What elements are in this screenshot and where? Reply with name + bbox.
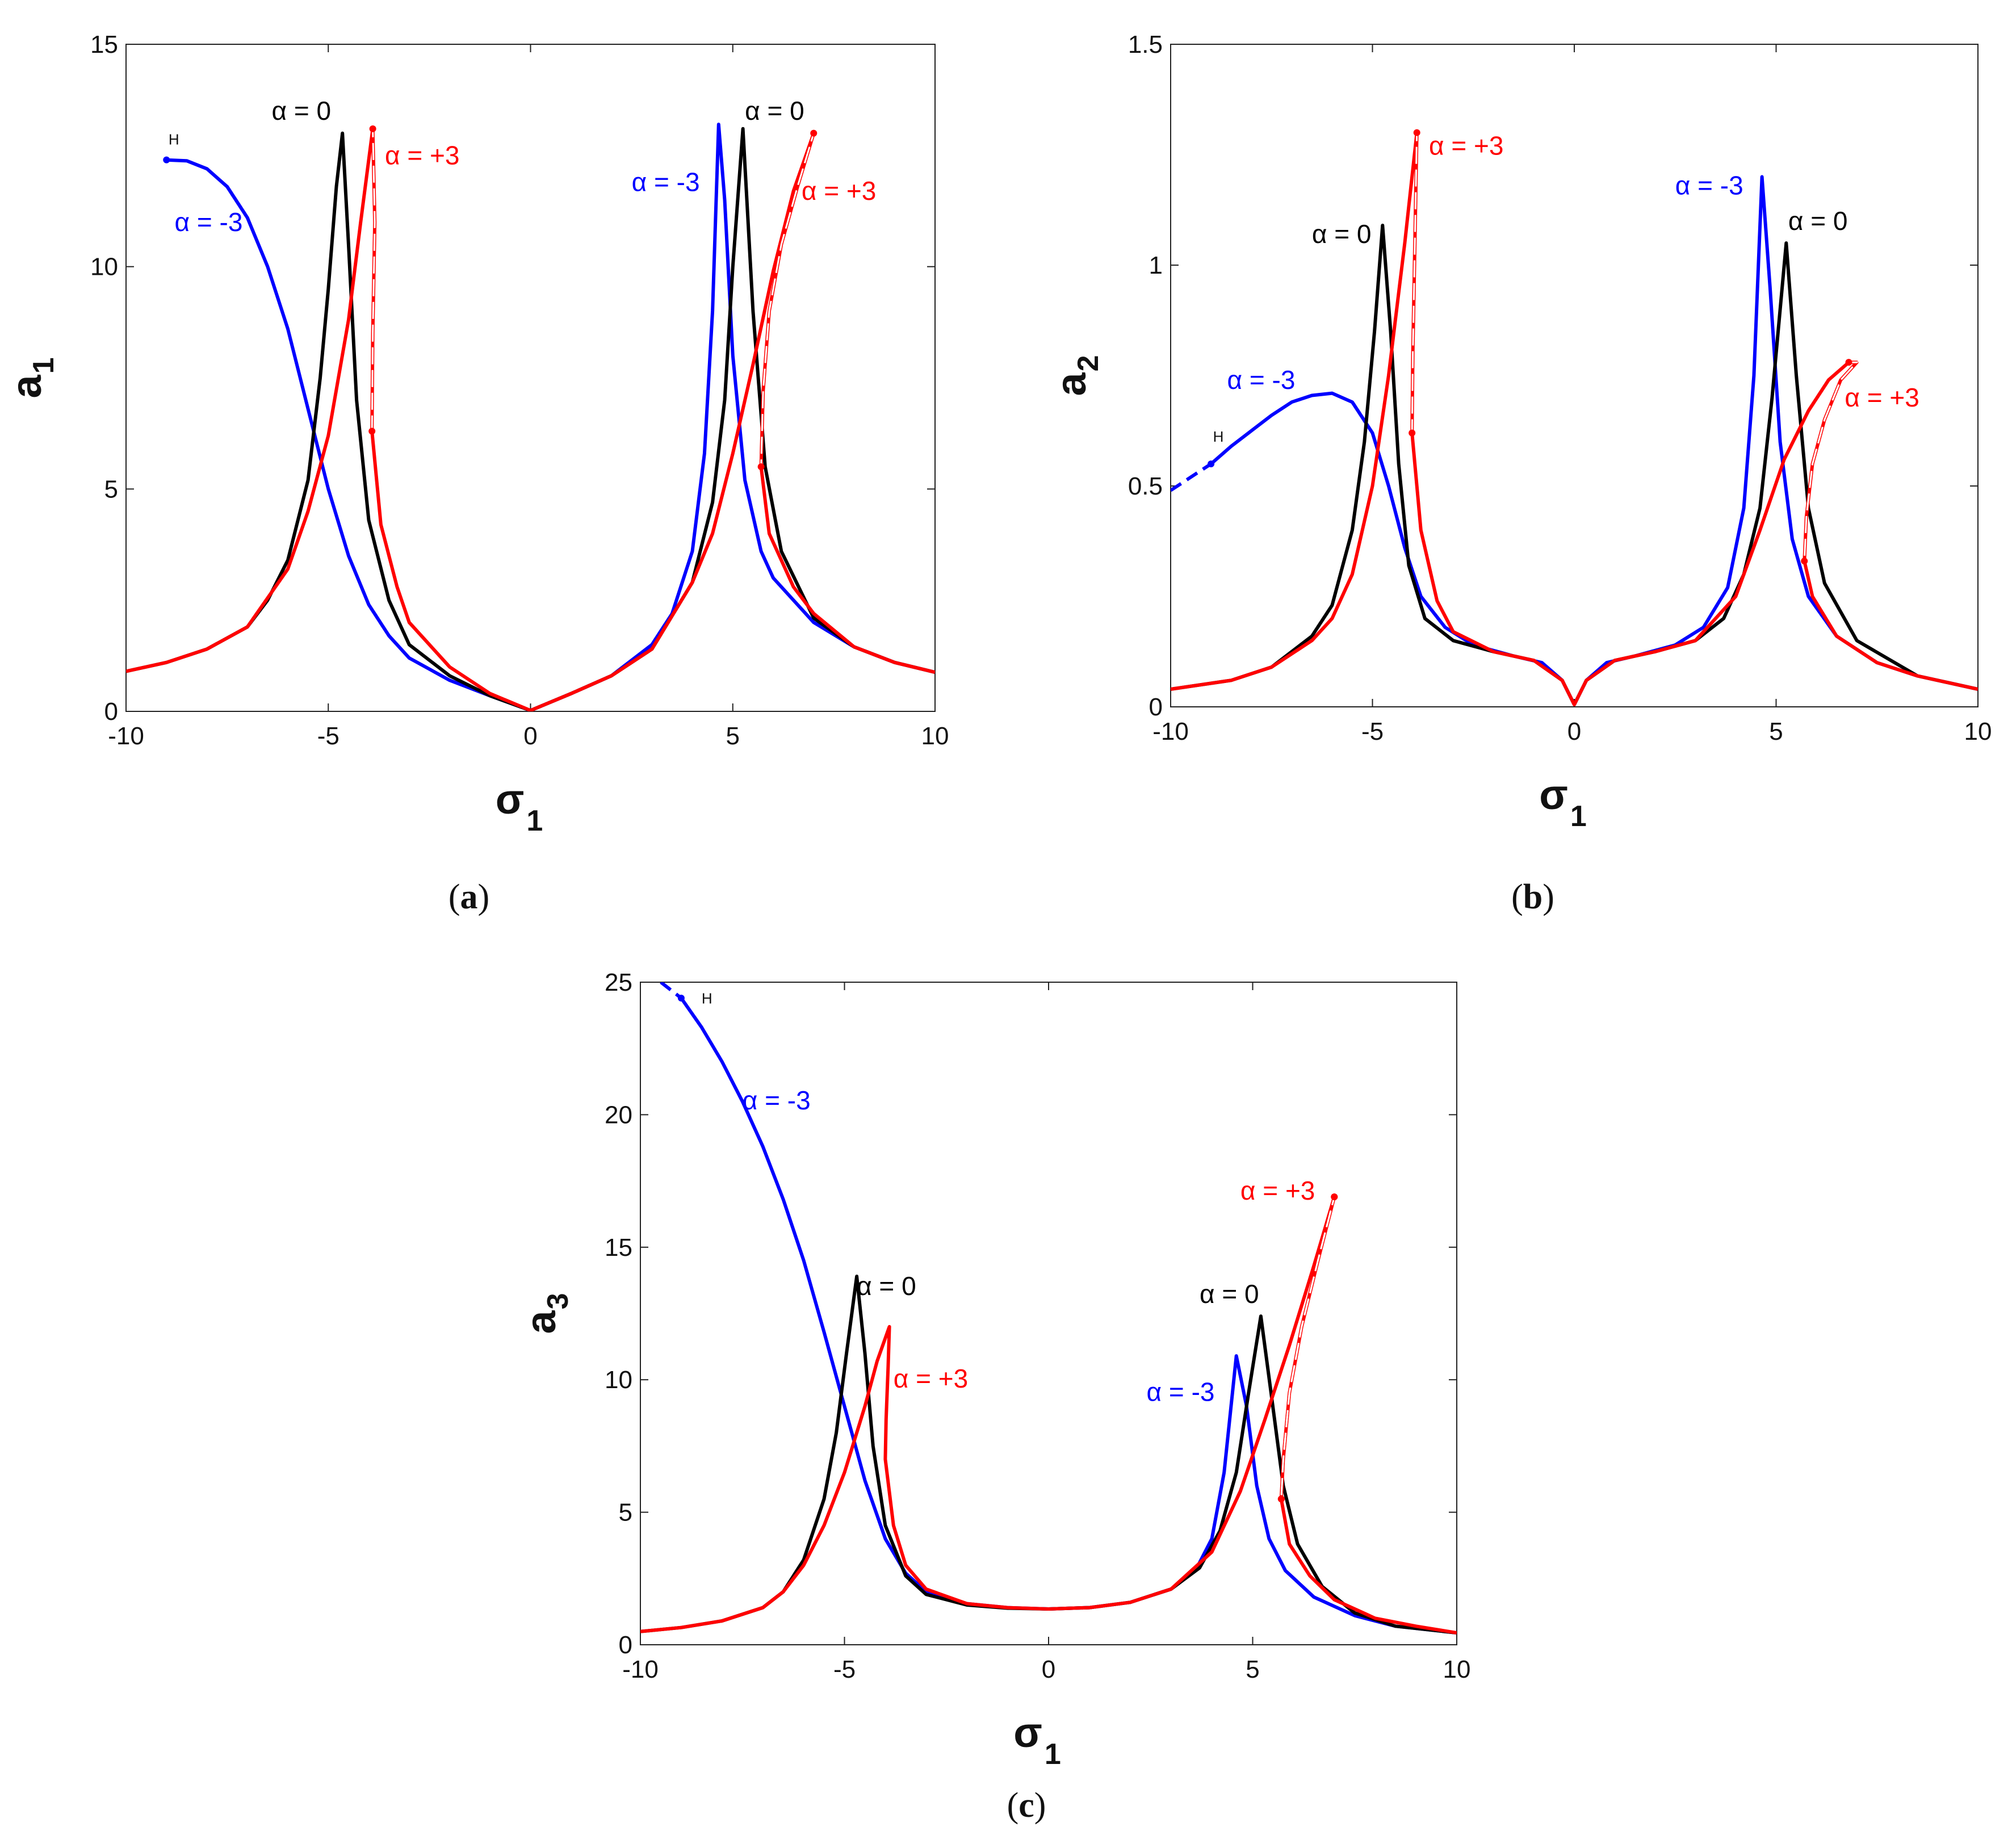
series-annotation: α = 0: [1200, 1279, 1259, 1309]
y-tick-label: 15: [90, 31, 118, 58]
series-annotation: α = +3: [385, 141, 459, 170]
series-group: [1171, 129, 1978, 707]
y-tick-label: 10: [90, 253, 118, 281]
hopf-point: [1208, 460, 1215, 468]
turning-point: [368, 428, 376, 435]
y-axis-label: a3: [517, 1293, 575, 1334]
x-tick-label: -10: [1152, 718, 1189, 745]
series-annotation: α = +3: [1429, 131, 1503, 161]
y-tick-label: 0.5: [1128, 472, 1163, 500]
y-tick-label: 1: [1149, 252, 1163, 279]
y-tick-label: 20: [605, 1101, 632, 1129]
x-tick-label: 0: [1042, 1656, 1055, 1683]
series-annotation: α = +3: [1240, 1176, 1315, 1205]
turning-point: [1413, 129, 1420, 136]
x-tick-label: 10: [1443, 1656, 1471, 1683]
hopf-label: H: [1213, 428, 1224, 445]
turning-point: [1801, 558, 1808, 565]
x-tick-label: 10: [921, 722, 949, 750]
x-tick-label: -10: [622, 1656, 659, 1683]
turning-point: [1277, 1495, 1285, 1503]
series-annotation: α = +3: [894, 1364, 968, 1393]
hopf-point: [677, 995, 685, 1002]
series-line-unstable-alpha_pos3: [760, 133, 815, 467]
hopf-label: H: [169, 131, 179, 148]
x-tick-label: 0: [1567, 718, 1581, 745]
series-line-unstable-alpha_neg3: [1171, 462, 1212, 492]
y-tick-label: 10: [605, 1366, 632, 1394]
series-line-alpha_0: [126, 127, 935, 711]
x-axis-label: σ1: [1013, 1709, 1061, 1771]
y-tick-label: 5: [104, 475, 118, 503]
x-tick-label: -10: [108, 722, 144, 750]
turning-point: [369, 125, 376, 132]
x-tick-label: -5: [833, 1656, 856, 1683]
panel-caption: (a): [448, 878, 489, 916]
series-annotation: α = -3: [743, 1086, 811, 1115]
series-line-unstable-alpha_pos3: [371, 128, 376, 431]
panel-caption: (c): [1007, 1786, 1046, 1825]
series-annotation: α = 0: [1788, 206, 1848, 236]
y-tick-label: 1.5: [1128, 31, 1163, 58]
series-line-unstable-alpha_pos3: [1280, 1196, 1335, 1499]
plot-frame: [125, 44, 936, 712]
turning-point: [757, 463, 765, 471]
y-axis-label-sub: 1: [27, 357, 60, 374]
x-axis-label-sub: 1: [1570, 800, 1587, 833]
series-line-unstable-alpha_neg3: [660, 982, 682, 1000]
x-axis-label: σ1: [496, 776, 543, 837]
panel-caption: (b): [1511, 878, 1554, 916]
x-tick-label: -5: [317, 722, 339, 750]
series-group: [640, 982, 1457, 1635]
turning-point: [1409, 429, 1416, 437]
panel-a: -10 -5 0 5 10 0 5 10 15 α = 0 α = +3 α = -3 α = 0 α =…: [3, 31, 949, 916]
turning-point: [1331, 1193, 1338, 1201]
panel-c: -10 -5 0 5 10 0 5 10 15 20 25 α = -3 α = 0 α = +3 α = …: [517, 969, 1470, 1825]
series-annotation: α = -3: [1227, 365, 1296, 395]
series-annotation: α = 0: [272, 96, 332, 125]
series-group: [126, 123, 935, 711]
x-tick-label: 5: [1769, 718, 1783, 745]
y-tick-label: 5: [619, 1499, 632, 1527]
hopf-point: [163, 156, 170, 164]
x-axis-label: σ1: [1539, 771, 1587, 833]
plot-frame: [640, 982, 1457, 1645]
turning-point: [1845, 359, 1852, 366]
series-annotation: α = +3: [1845, 383, 1919, 412]
series-line-unstable-alpha_pos3: [1411, 132, 1418, 433]
y-tick-label: 15: [605, 1234, 632, 1262]
series-annotation: α = -3: [175, 207, 243, 237]
x-tick-label: 5: [726, 722, 740, 750]
y-axis-label-sub: 2: [1072, 355, 1105, 371]
series-annotation: α = 0: [857, 1271, 916, 1301]
y-axis-label: a2: [1047, 355, 1105, 396]
y-tick-label: 0: [619, 1631, 632, 1659]
x-tick-label: 10: [1964, 718, 1992, 745]
series-line-unstable-alpha_pos3: [1803, 361, 1859, 561]
hopf-label: H: [702, 990, 712, 1007]
x-tick-label: 5: [1246, 1656, 1259, 1683]
y-tick-label: 25: [605, 969, 632, 996]
x-tick-label: -5: [1361, 718, 1384, 745]
panel-b: -10 -5 0 5 10 0 0.5 1 1.5 α = 0 α = +3 α = -3 α = -3…: [1047, 31, 1992, 916]
x-axis-label-sub: 1: [526, 804, 543, 837]
y-tick-label: 0: [1149, 693, 1163, 721]
series-annotation: α = -3: [1147, 1377, 1215, 1407]
series-annotation: α = 0: [745, 96, 804, 125]
x-axis-label-sub: 1: [1045, 1738, 1061, 1771]
y-axis-label: a1: [3, 357, 60, 398]
series-annotation: α = +3: [802, 176, 876, 206]
turning-point: [810, 129, 818, 137]
series-annotation: α = 0: [1312, 219, 1372, 249]
y-tick-label: 0: [104, 698, 118, 726]
y-axis-label-sub: 3: [542, 1293, 575, 1309]
series-annotation: α = -3: [632, 167, 700, 197]
x-tick-label: 0: [523, 722, 537, 750]
series-annotation: α = -3: [1675, 171, 1743, 200]
